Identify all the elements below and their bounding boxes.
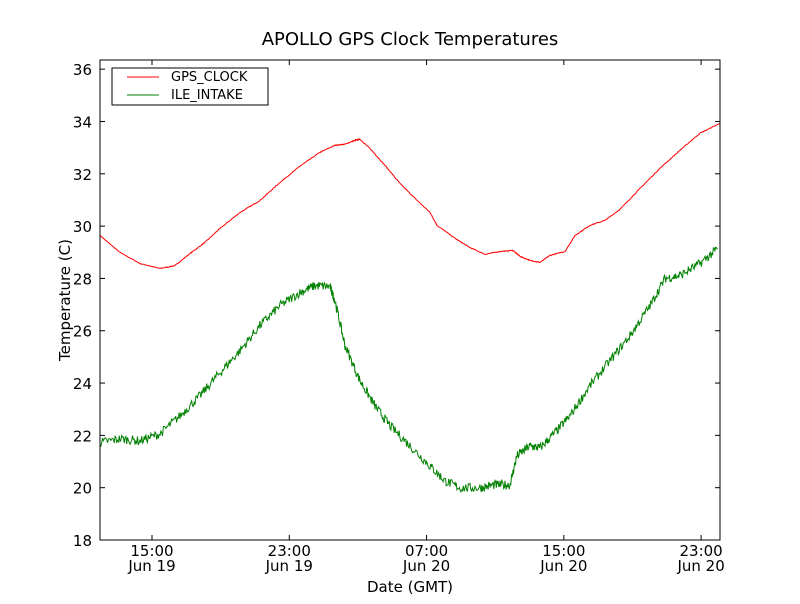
y-tick-label: 24 [73,375,92,393]
x-tick-time-label: 07:00 [405,542,448,560]
y-tick-label: 36 [73,61,92,79]
y-tick-label: 34 [73,113,92,131]
x-tick-date-label: Jun 20 [539,557,587,575]
x-tick-date-label: Jun 20 [402,557,450,575]
plot-frame [99,59,721,541]
x-tick-time-label: 15:00 [542,542,585,560]
y-tick-label: 22 [73,427,92,445]
y-tick-label: 20 [73,480,92,498]
legend: GPS_CLOCK ILE_INTAKE [111,67,269,106]
y-tick-label: 30 [73,218,92,236]
x-tick-time-label: 23:00 [680,542,723,560]
legend-label-gps-clock: GPS_CLOCK [171,70,248,85]
x-axis-label: Date (GMT) [367,578,453,596]
legend-label-ile-intake: ILE_INTAKE [171,88,243,103]
y-tick-label: 32 [73,166,92,184]
x-tick-date-label: Jun 19 [265,557,313,575]
plot-lines [99,122,721,494]
x-tick-date-label: Jun 19 [127,557,175,575]
legend-box [111,67,269,106]
x-tick-date-label: Jun 20 [676,557,724,575]
y-axis-label: Temperature (C) [56,239,74,362]
chart-title: APOLLO GPS Clock Temperatures [262,29,559,50]
x-tick-time-label: 23:00 [268,542,311,560]
x-tick-time-label: 15:00 [130,542,173,560]
y-tick-label: 26 [73,323,92,341]
series-line-gps-clock [100,122,721,269]
series-line-ile-intake [99,246,718,494]
y-tick-label: 28 [73,270,92,288]
y-tick-label: 18 [73,532,92,550]
